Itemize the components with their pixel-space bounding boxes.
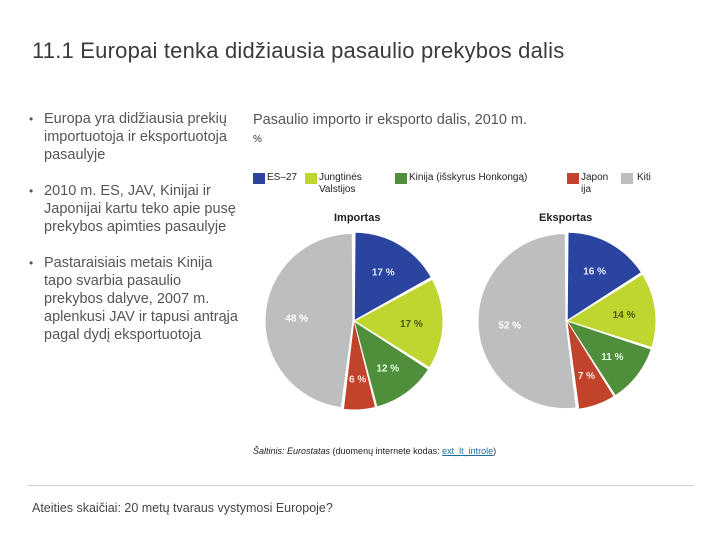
import-label-other: 48 % <box>285 313 308 324</box>
bullet-icon: • <box>29 184 34 198</box>
export-label-japan: 7 % <box>578 371 595 382</box>
import-label-eu27: 17 % <box>372 268 395 279</box>
bullet-text: Pastaraisiais metais Kinija tapo svarbia… <box>44 255 238 343</box>
export-label-china: 11 % <box>601 352 623 363</box>
export-slice-eu27 <box>567 232 641 320</box>
import-slice-eu27 <box>354 232 431 320</box>
bullet-text: Europa yra didžiausia prekių importuotoj… <box>44 111 227 163</box>
legend-swatch <box>305 173 317 184</box>
slide-title: 11.1 Europai tenka didžiausia pasaulio p… <box>32 38 565 63</box>
import-slice-usa <box>355 279 443 368</box>
pie-title-import: Importas <box>334 212 381 224</box>
source-prefix: Šaltinis: <box>253 446 288 456</box>
bullet-item: • 2010 m. ES, JAV, Kinijai ir Japonijai k… <box>28 182 238 236</box>
pie-title-export: Eksportas <box>539 212 593 224</box>
bullet-item: • Europa yra didžiausia prekių importuoto… <box>28 110 238 164</box>
source-name: Eurostatas <box>287 446 331 456</box>
import-label-china: 12 % <box>376 363 399 374</box>
export-slice-japan <box>567 322 614 409</box>
export-slice-china <box>568 321 651 395</box>
legend-label: ES–27 <box>267 172 298 183</box>
legend-swatch <box>395 173 407 184</box>
import-label-japan: 6 % <box>349 374 366 385</box>
import-slice-china <box>354 322 428 407</box>
export-label-other: 52 % <box>498 321 521 332</box>
bullet-icon: • <box>29 256 34 270</box>
bullet-icon: • <box>29 112 34 126</box>
source-middle: (duomenų internete kodas: <box>330 446 443 456</box>
chart-unit: % <box>253 134 262 145</box>
legend-label: Kiti <box>637 172 651 183</box>
legend-swatch <box>567 173 579 184</box>
chart-title: Pasaulio importo ir eksporto dalis, 2010… <box>253 112 528 128</box>
bullet-text: 2010 m. ES, JAV, Kinijai ir Japonijai ka… <box>44 183 236 235</box>
import-label-usa: 17 % <box>400 319 423 330</box>
export-slice-usa <box>568 274 656 347</box>
bullet-list: • Europa yra didžiausia prekių importuoto… <box>28 110 238 362</box>
footer-divider <box>28 485 694 486</box>
footer-text: Ateities skaičiai: 20 metų tvaraus vysty… <box>32 501 333 515</box>
legend-swatch <box>621 173 633 184</box>
legend-swatch <box>253 173 265 184</box>
export-label-usa: 14 % <box>613 310 636 321</box>
source-suffix: ) <box>493 446 497 456</box>
bullet-item: • Pastaraisiais metais Kinija tapo svarbi… <box>28 254 238 344</box>
export-slice-other <box>478 234 576 409</box>
import-slice-other <box>265 233 353 408</box>
source-code-link[interactable]: ext_lt_introle <box>442 446 494 456</box>
import-slice-japan <box>343 322 375 410</box>
legend-label: Japon ija <box>581 172 609 195</box>
legend-label: Jungtinės Valstijos <box>319 172 362 195</box>
export-label-eu27: 16 % <box>583 267 606 278</box>
source-note: Šaltinis: Eurostatas (duomenų internete … <box>253 446 496 456</box>
legend-label: Kinija (išskyrus Honkongą) <box>409 172 528 183</box>
